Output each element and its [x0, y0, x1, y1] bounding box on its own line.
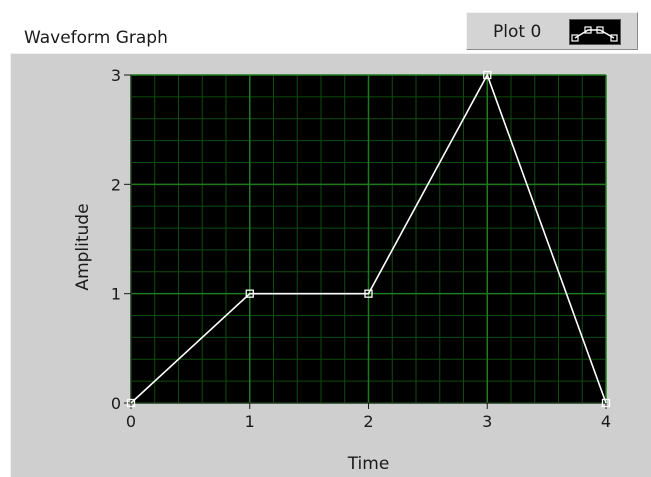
- y-ticks: 0 1 2 3: [111, 66, 131, 413]
- series-group: [126, 70, 611, 408]
- x-tick-label: 2: [363, 412, 373, 431]
- y-tick-label: 1: [111, 285, 121, 304]
- y-tick-label: 3: [111, 66, 121, 85]
- graph-title: Waveform Graph: [24, 28, 168, 48]
- data-point: [483, 70, 492, 80]
- x-tick-label: 0: [126, 412, 136, 431]
- x-axis-label: Time: [347, 454, 390, 474]
- plot-style-swatch-icon[interactable]: [569, 19, 621, 45]
- y-tick-label: 2: [111, 175, 121, 194]
- series-line: [130, 73, 607, 404]
- y-axis-label: Amplitude: [73, 203, 93, 290]
- x-tick-label: 3: [482, 412, 492, 431]
- x-tick-label: 4: [601, 412, 611, 431]
- data-point: [126, 398, 136, 408]
- plot-swatch-svg: [571, 26, 618, 42]
- data-point: [245, 289, 254, 298]
- legend-label: Plot 0: [493, 22, 542, 42]
- x-ticks: 0 1 2 3 4: [126, 403, 611, 431]
- y-tick-label: 0: [111, 394, 121, 413]
- data-point: [601, 398, 611, 408]
- data-point: [364, 289, 373, 298]
- axes: [125, 75, 606, 409]
- plot-legend[interactable]: Plot 0: [466, 12, 638, 50]
- x-tick-label: 1: [245, 412, 255, 431]
